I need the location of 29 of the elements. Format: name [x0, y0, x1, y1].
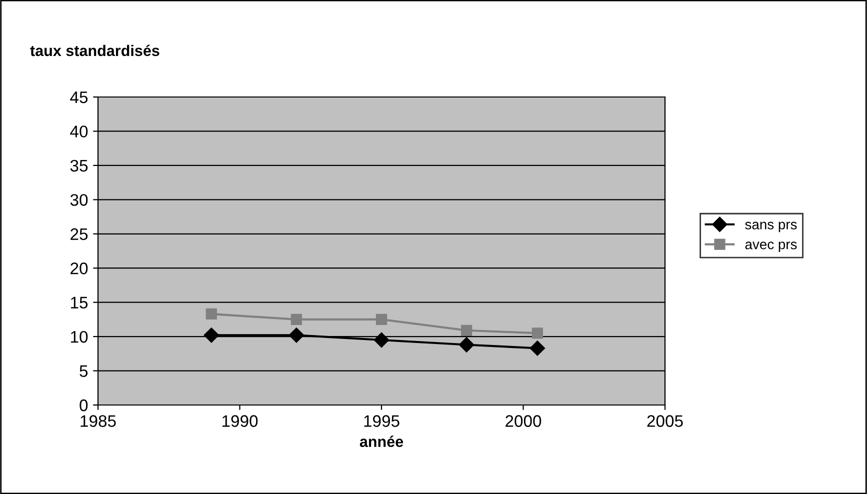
point — [288, 328, 304, 343]
point — [458, 337, 474, 352]
point — [374, 332, 390, 348]
point — [206, 308, 217, 320]
y-tick-label: 45 — [70, 92, 88, 104]
y-tick-label: 5 — [80, 365, 88, 377]
legend-label: sans prs — [745, 222, 797, 232]
y-tick-label: 10 — [71, 330, 88, 343]
point — [532, 328, 543, 339]
x-axis-title: année — [360, 436, 404, 448]
point — [376, 314, 388, 325]
y-tick-label: 30 — [70, 194, 88, 206]
point — [290, 314, 302, 325]
point — [204, 328, 219, 343]
y-tick-label: 0 — [80, 399, 88, 412]
point — [530, 340, 545, 356]
x-tick-label: 2005 — [647, 415, 683, 427]
point — [460, 324, 472, 336]
y-tick-label: 25 — [70, 228, 88, 240]
x-tick-label: 1990 — [222, 415, 258, 427]
y-tick-label: 35 — [70, 160, 88, 172]
x-tick-label: 1985 — [80, 415, 116, 427]
legend-label: avec prs — [745, 242, 797, 252]
chart-title: taux standardisés — [30, 44, 160, 56]
x-tick-label: 2000 — [506, 415, 542, 427]
y-tick-label: 20 — [70, 262, 88, 274]
x-tick-label: 1995 — [364, 415, 400, 427]
y-tick-label: 40 — [70, 126, 88, 138]
y-tick-label: 15 — [71, 296, 88, 309]
